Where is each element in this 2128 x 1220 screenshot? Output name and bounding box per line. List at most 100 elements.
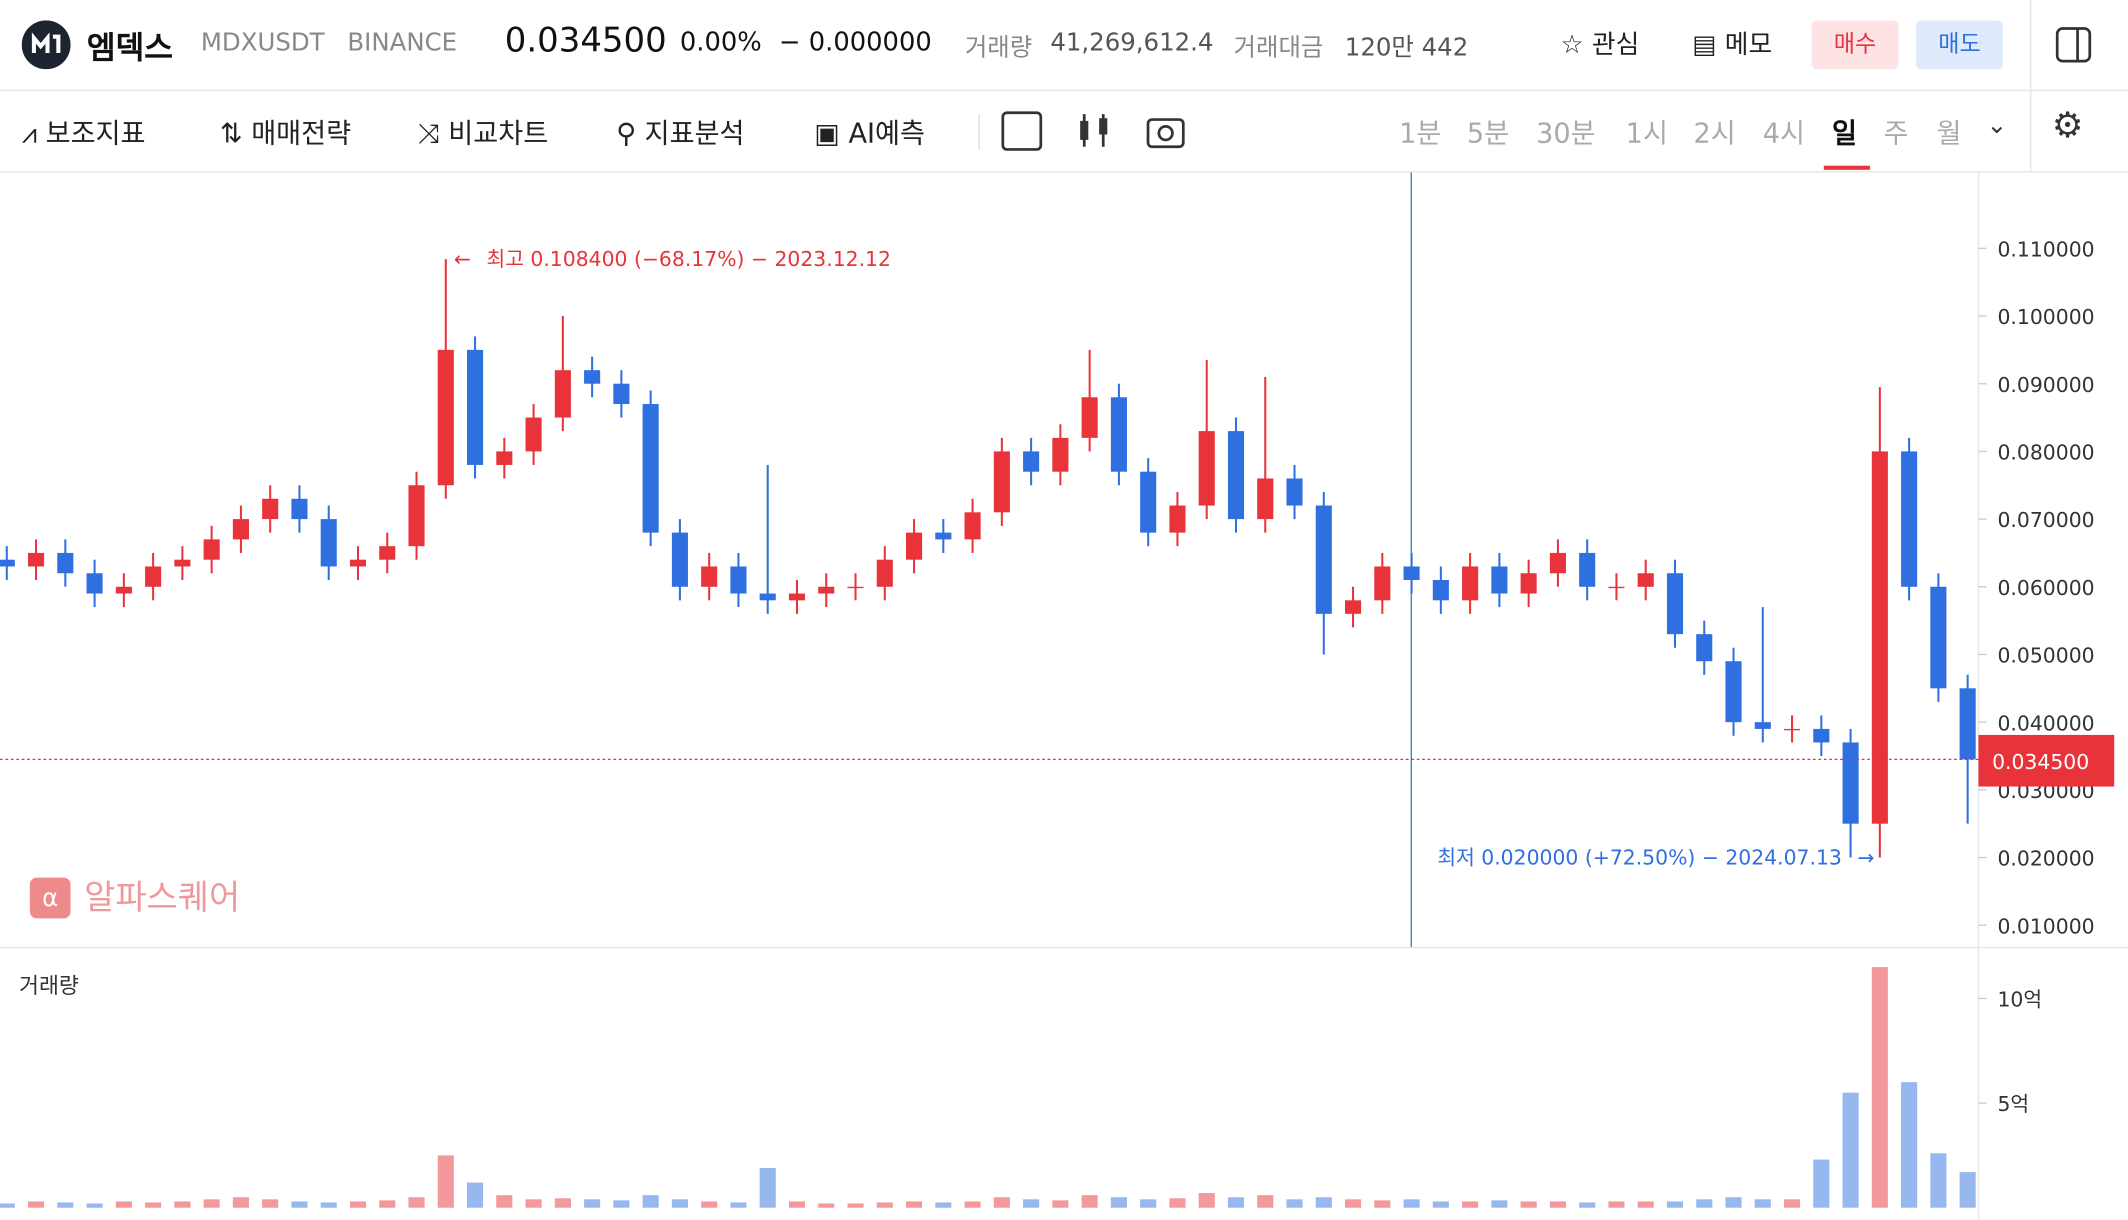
volume-bar [1315, 1197, 1332, 1208]
candle-body [876, 559, 893, 587]
timeframe[interactable]: 2시 [1693, 116, 1736, 150]
exchange: BINANCE [347, 28, 458, 58]
candle-body [57, 552, 74, 574]
candle-body [1023, 451, 1040, 472]
volume-bar [1959, 1172, 1976, 1208]
watermark: 알파스퀘어 [84, 878, 240, 918]
candle-body [467, 349, 484, 465]
volume-bar [1842, 1092, 1859, 1208]
volume-tick-label: 10억 [1998, 988, 2043, 1012]
candle-body [613, 383, 630, 405]
amount: 120만 442 [1344, 33, 1469, 63]
volume-bar [174, 1201, 191, 1208]
active-underline [1823, 165, 1870, 170]
change-pct: 0.00% [679, 27, 762, 58]
timeframe[interactable]: 4시 [1762, 116, 1805, 150]
candle-body [1491, 566, 1508, 594]
volume-bar [1345, 1199, 1362, 1208]
candle-body [1315, 505, 1332, 614]
volume-bar [554, 1198, 571, 1208]
tool[interactable]: ⇅ 매매전략 [219, 116, 352, 150]
tool[interactable]: ⩘ 보조지표 [21, 116, 146, 150]
change-value: 0.000000 [808, 27, 932, 58]
y-tick-label: 0.100000 [1998, 305, 2095, 329]
header: 엠덱스 MDXUSDT BINANCE 0.034500 0.00% − 0.0… [0, 0, 2128, 92]
timeframe[interactable]: 5분 [1466, 116, 1510, 150]
timeframe[interactable]: 월 [1936, 116, 1962, 150]
candle-body [1227, 431, 1245, 520]
timeframe[interactable]: 주 [1883, 116, 1909, 150]
volume-bar [701, 1201, 718, 1208]
candle-body [1257, 478, 1274, 520]
layout-button[interactable] [2054, 26, 2092, 64]
volume: 41,269,612.4 [1050, 28, 1214, 58]
volume-bar [1666, 1201, 1684, 1208]
volume-bar [1901, 1082, 1918, 1208]
symbol: MDXUSDT [200, 28, 325, 58]
candle-body [1579, 552, 1596, 587]
tool-text[interactable]: 보조지표 [45, 116, 146, 150]
volume-bar [1374, 1200, 1391, 1208]
low-annotation: 최저 0.020000 (+72.50%) − 2024.07.13 [1437, 845, 1841, 869]
coin-name: 엠덱스 [86, 31, 173, 67]
volume-bar [788, 1201, 806, 1208]
volume-bar [906, 1201, 923, 1208]
candle-body [1784, 728, 1801, 731]
timeframe[interactable]: 1시 [1625, 116, 1668, 150]
watch-text[interactable]: 관심 [1591, 29, 1640, 60]
timeframe[interactable]: 30분 [1536, 116, 1596, 150]
volume-bar [379, 1200, 396, 1208]
candle-body [1140, 471, 1157, 533]
volume-bar [1198, 1193, 1215, 1208]
candle-body [525, 417, 542, 452]
volume-bar [115, 1201, 132, 1208]
volume-bar [0, 1203, 15, 1208]
buy-button[interactable]: 매수 [1811, 20, 1899, 70]
candle-body [1286, 478, 1303, 506]
candle-body [0, 559, 15, 567]
candle-body [1052, 437, 1069, 472]
watch-button[interactable]: ☆ 관심 [1560, 29, 1640, 60]
volume-bar [1023, 1199, 1040, 1208]
y-tick-label: 0.080000 [1998, 441, 2095, 465]
tool-text[interactable]: AI예측 [848, 116, 926, 150]
memo-text[interactable]: 메모 [1724, 29, 1773, 60]
candle-body [847, 586, 864, 589]
candle-body [554, 370, 571, 418]
candle-body [1608, 586, 1625, 589]
candle-body [1432, 580, 1449, 601]
settings-button[interactable]: ⚙ [2051, 105, 2084, 147]
volume-bar [86, 1203, 103, 1208]
tool-text[interactable]: 매매전략 [251, 116, 352, 150]
volume-bar [1462, 1201, 1479, 1208]
volume-bar [437, 1155, 454, 1208]
more-button[interactable]: ⌄ [1986, 111, 2008, 140]
candle-body [379, 546, 396, 560]
tool-icons[interactable] [1000, 109, 1190, 152]
candle-body [730, 566, 747, 594]
volume-bar [1432, 1201, 1449, 1208]
timeframe[interactable]: 1분 [1399, 116, 1442, 150]
candle-body [1345, 600, 1362, 614]
timeframe[interactable]: 일 [1831, 116, 1857, 150]
memo-button[interactable]: ▤ 메모 [1692, 29, 1773, 60]
candle-body [1930, 586, 1947, 689]
y-tick-label: 0.050000 [1998, 644, 2095, 668]
tool[interactable]: ⤨ 비교차트 [417, 116, 549, 150]
tool[interactable]: ▣ AI예측 [814, 116, 926, 150]
volume-bar [408, 1197, 425, 1208]
volume-bar [232, 1197, 249, 1208]
candle-body [262, 498, 279, 520]
tool[interactable]: ⚲ 지표분석 [616, 116, 745, 150]
candle-body [1813, 728, 1830, 743]
volume-bar [1257, 1195, 1274, 1208]
sell-button[interactable]: 매도 [1916, 20, 2003, 70]
tool-text[interactable]: 지표분석 [644, 116, 745, 150]
volume-bar [1403, 1199, 1420, 1208]
volume-bar [1549, 1201, 1566, 1208]
volume-bar [935, 1202, 952, 1208]
candle-body [759, 593, 776, 601]
tool-text[interactable]: 비교차트 [448, 116, 549, 150]
candle-body [1110, 397, 1127, 472]
